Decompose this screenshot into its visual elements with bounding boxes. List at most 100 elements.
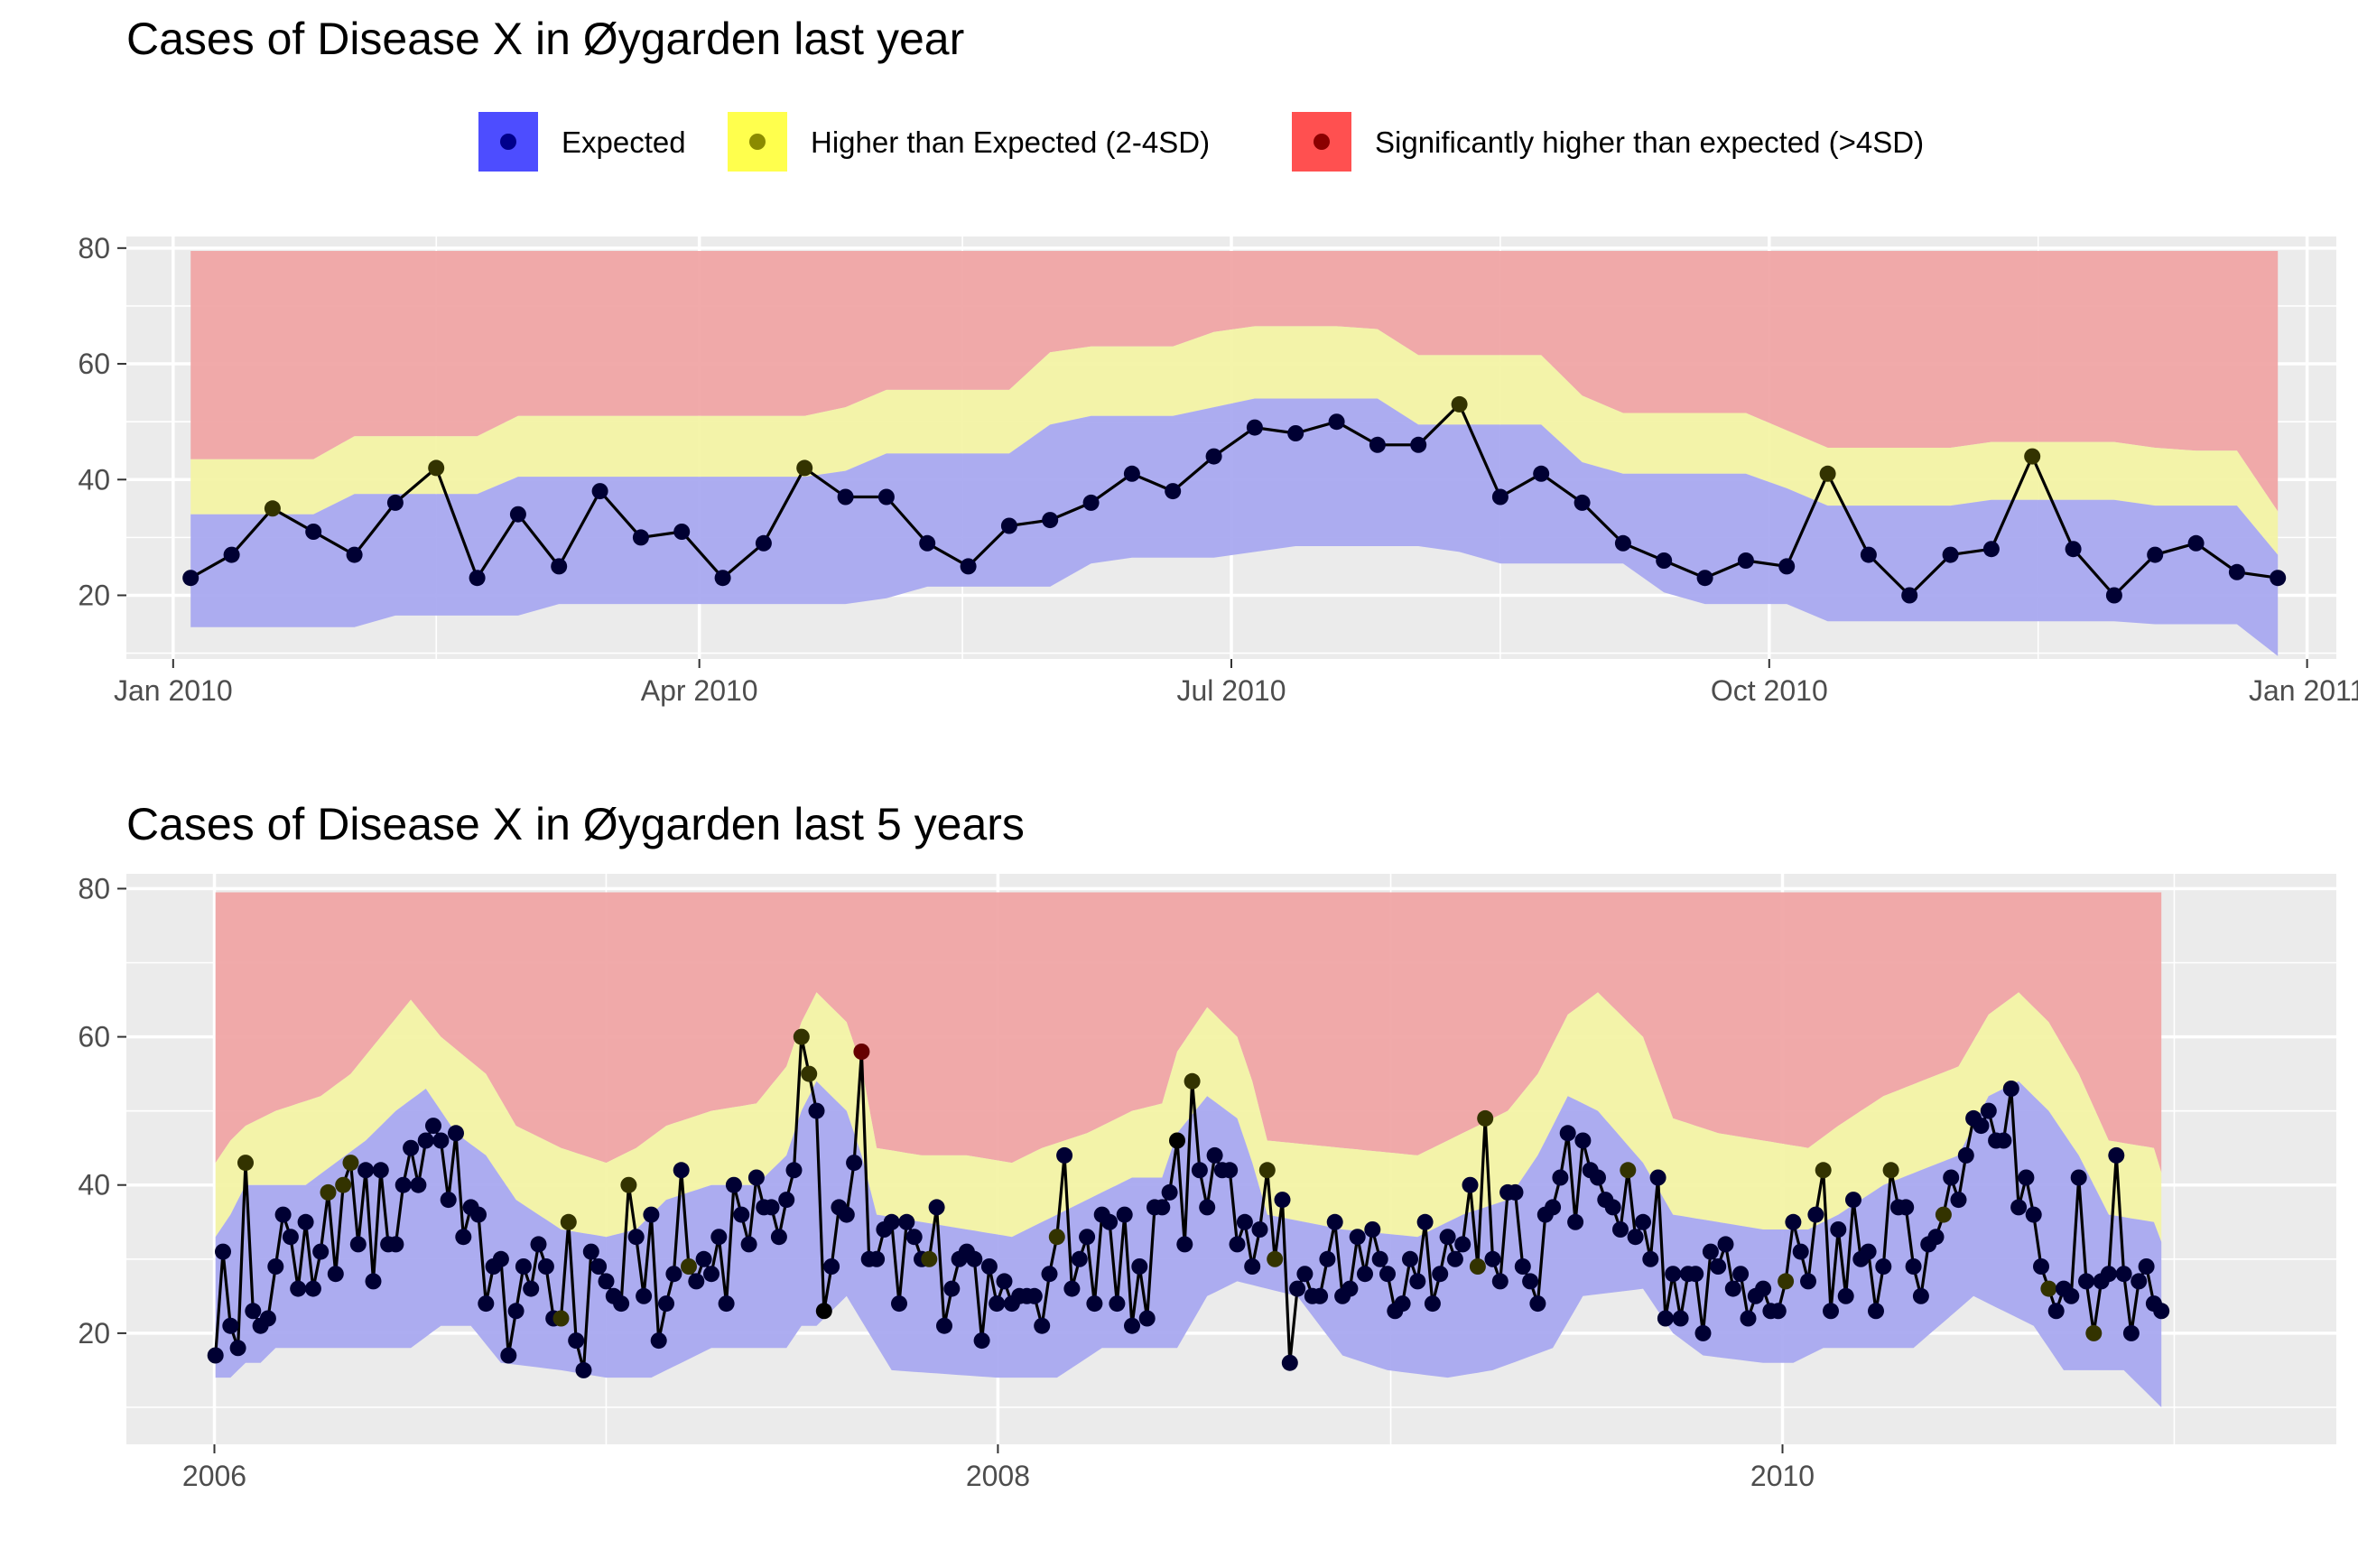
x-axis: Jan 2010 Apr 2010 Jul 2010 Oct 2010 Jan 2011 [114, 659, 2358, 707]
data-point-expected [274, 1206, 292, 1223]
data-point-expected [1612, 1221, 1629, 1238]
data-point-higher [264, 500, 281, 517]
data-point-expected [1462, 1176, 1479, 1193]
data-point-expected [2010, 1199, 2028, 1216]
top-chart-panel: 20 40 60 80 Jan 2010 Apr 2010 Jul 2010 Oct 2010… [78, 232, 2358, 707]
data-point-expected [1086, 1295, 1103, 1313]
data-point-expected [1656, 552, 1673, 569]
data-point-expected [259, 1310, 276, 1327]
data-point-expected [1289, 1280, 1306, 1297]
data-point-expected [846, 1155, 863, 1172]
data-point-lower [815, 1303, 832, 1320]
data-point-expected [1687, 1266, 1704, 1283]
legend-item-significant: Significantly higher than expected (>4SD… [1292, 112, 1924, 172]
legend-label-higher: Higher than Expected (2-4SD) [811, 125, 1210, 159]
data-point-expected [1369, 436, 1386, 453]
data-point-expected [2063, 1287, 2080, 1304]
data-point-expected [590, 1258, 608, 1275]
data-point-expected [215, 1243, 231, 1260]
data-point-expected [1950, 1192, 1967, 1209]
data-point-expected [410, 1176, 427, 1193]
data-point-expected [2115, 1266, 2132, 1283]
data-point-expected [1034, 1317, 1051, 1334]
data-point-expected [229, 1340, 246, 1357]
data-point-expected [665, 1266, 682, 1283]
data-point-expected [1574, 1132, 1592, 1149]
data-point-expected [1221, 1162, 1239, 1179]
data-point-expected [1071, 1250, 1088, 1267]
data-point-expected [1567, 1213, 1584, 1230]
data-point-expected [973, 1332, 990, 1350]
data-point-expected [469, 570, 486, 587]
data-point-higher [2024, 448, 2041, 465]
data-point-expected [1800, 1273, 1816, 1290]
data-point-expected [349, 1236, 367, 1253]
data-point-expected [1341, 1280, 1359, 1297]
data-point-expected [763, 1199, 780, 1216]
y-tick-label: 40 [78, 463, 110, 496]
data-point-expected [182, 570, 200, 587]
data-point-expected [1154, 1199, 1171, 1216]
data-point-expected [1328, 413, 1345, 431]
data-point-expected [1161, 1183, 1178, 1201]
data-point-expected [1246, 419, 1263, 436]
data-point-expected [1604, 1199, 1621, 1216]
data-point-higher [1620, 1162, 1637, 1179]
data-point-expected [575, 1361, 592, 1378]
data-point-expected [1424, 1295, 1441, 1313]
y-tick-label: 60 [78, 1021, 110, 1053]
data-point-expected [778, 1192, 795, 1209]
data-point-expected [2147, 546, 2164, 563]
data-point-expected [1522, 1273, 1539, 1290]
top-chart-title: Cases of Disease X in Øygarden last year [126, 14, 964, 64]
data-point-expected [290, 1280, 307, 1297]
data-point-expected [1717, 1236, 1734, 1253]
x-tick-label: Oct 2010 [1711, 674, 1828, 707]
data-point-expected [1041, 1266, 1058, 1283]
data-point-expected [598, 1273, 615, 1290]
data-point-expected [1287, 425, 1304, 441]
bottom-chart-title: Cases of Disease X in Øygarden last 5 ye… [126, 799, 1025, 849]
data-point-higher [237, 1155, 254, 1172]
data-point-higher [1819, 465, 1836, 482]
data-point-expected [980, 1258, 998, 1275]
data-point-higher [2085, 1324, 2103, 1341]
data-point-higher [681, 1258, 697, 1275]
y-tick-label: 20 [78, 579, 110, 611]
band-higher [190, 326, 2279, 555]
data-point-expected [492, 1250, 509, 1267]
data-point-expected [1785, 1213, 1802, 1230]
data-point-expected [2025, 1206, 2042, 1223]
data-point-expected [1357, 1266, 1373, 1283]
data-point-expected [703, 1266, 719, 1283]
data-point-higher [342, 1155, 359, 1172]
data-point-expected [1491, 488, 1509, 506]
data-point-expected [440, 1192, 457, 1209]
data-point-expected [1545, 1199, 1562, 1216]
data-point-expected [1533, 465, 1550, 482]
data-point-expected [1724, 1280, 1741, 1297]
data-point-expected [643, 1206, 660, 1223]
data-point-expected [1312, 1287, 1329, 1304]
data-point-expected [1379, 1266, 1396, 1283]
data-point-expected [1507, 1183, 1524, 1201]
data-point-expected [1552, 1169, 1569, 1186]
data-point-expected [568, 1332, 585, 1350]
legend-label-significant: Significantly higher than expected (>4SD… [1375, 125, 1924, 159]
data-point-expected [507, 1303, 525, 1320]
data-point-expected [223, 546, 240, 563]
data-point-expected [943, 1280, 961, 1297]
data-point-expected [1281, 1354, 1298, 1371]
data-point-expected [2070, 1169, 2087, 1186]
data-point-expected [1165, 483, 1182, 500]
data-point-expected [2138, 1258, 2155, 1275]
data-point-expected [966, 1250, 983, 1267]
data-point-expected [346, 546, 363, 563]
data-point-expected [1124, 1317, 1140, 1334]
data-point-expected [650, 1332, 667, 1350]
data-point-expected [1982, 541, 2000, 558]
data-point-higher [560, 1213, 577, 1230]
data-point-expected [673, 524, 691, 540]
data-point-higher [1267, 1250, 1284, 1267]
data-point-higher [1882, 1162, 1899, 1179]
